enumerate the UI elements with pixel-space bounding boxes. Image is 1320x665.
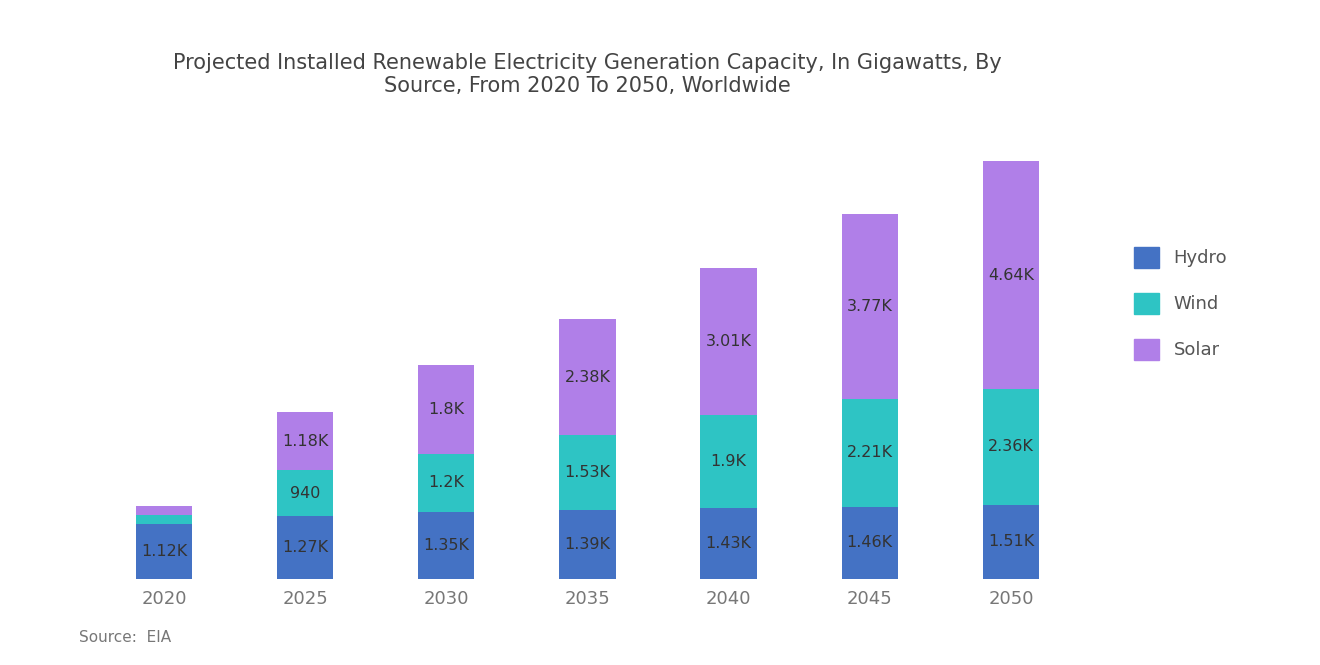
Bar <box>701 268 756 416</box>
Text: 1.53K: 1.53K <box>565 465 610 480</box>
Text: 2.21K: 2.21K <box>846 446 892 460</box>
Text: 940: 940 <box>290 485 321 501</box>
Bar <box>842 398 898 507</box>
Bar <box>842 214 898 398</box>
Text: 1.51K: 1.51K <box>987 534 1034 549</box>
Bar <box>277 470 334 516</box>
Bar <box>418 365 474 454</box>
Text: 1.9K: 1.9K <box>710 454 747 469</box>
Bar <box>277 516 334 579</box>
Text: 1.2K: 1.2K <box>428 475 465 491</box>
Text: 1.18K: 1.18K <box>282 434 329 449</box>
Text: 1.8K: 1.8K <box>428 402 465 417</box>
Text: Source:  EIA: Source: EIA <box>79 630 172 645</box>
Text: 3.01K: 3.01K <box>706 334 751 349</box>
Text: 1.27K: 1.27K <box>282 540 329 555</box>
Text: 3.77K: 3.77K <box>847 299 892 314</box>
Text: 4.64K: 4.64K <box>987 267 1034 283</box>
Legend: Hydro, Wind, Solar: Hydro, Wind, Solar <box>1125 237 1237 369</box>
Text: 1.12K: 1.12K <box>141 543 187 559</box>
Bar <box>418 454 474 512</box>
Text: 1.39K: 1.39K <box>565 537 610 552</box>
Bar <box>701 509 756 579</box>
Text: 1.35K: 1.35K <box>424 538 469 553</box>
Bar <box>842 507 898 579</box>
Bar <box>136 506 193 515</box>
Bar <box>560 319 615 436</box>
Text: 1.43K: 1.43K <box>706 536 751 551</box>
Text: 1.46K: 1.46K <box>846 535 892 550</box>
Bar <box>982 505 1039 579</box>
Bar <box>560 511 615 579</box>
Text: 2.38K: 2.38K <box>565 370 610 384</box>
Bar <box>418 512 474 579</box>
Bar <box>560 436 615 511</box>
Bar <box>982 389 1039 505</box>
Text: 2.36K: 2.36K <box>987 439 1034 454</box>
Bar <box>136 515 193 523</box>
Bar <box>982 162 1039 389</box>
Bar <box>136 523 193 579</box>
Title: Projected Installed Renewable Electricity Generation Capacity, In Gigawatts, By
: Projected Installed Renewable Electricit… <box>173 53 1002 96</box>
Bar <box>277 412 334 470</box>
Bar <box>701 416 756 509</box>
